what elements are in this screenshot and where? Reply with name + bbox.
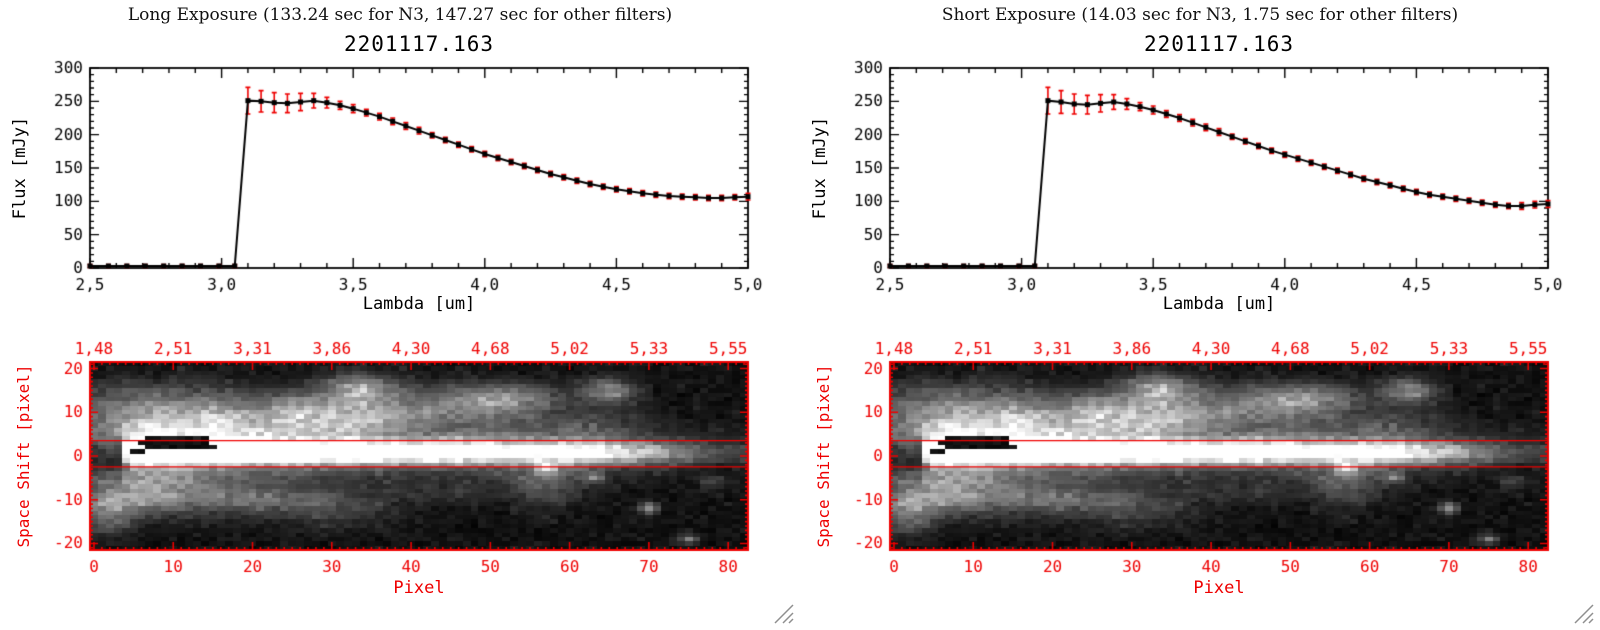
pixel-axis-title: Pixel [1193, 578, 1245, 598]
pixel-axis-title: Pixel [393, 578, 445, 598]
panel-short-exposure: Short Exposure (14.03 sec for N3, 1.75 s… [800, 0, 1600, 630]
flux-axis-title: Flux [mJy] [810, 116, 830, 220]
long-exposure-plot-canvas [0, 0, 800, 630]
lambda-axis-title: Lambda [um] [362, 294, 476, 314]
space-shift-axis-title: Space Shift [pixel] [14, 364, 33, 548]
lambda-axis-title: Lambda [um] [1162, 294, 1276, 314]
panel-long-exposure: Long Exposure (133.24 sec for N3, 147.27… [0, 0, 800, 630]
flux-axis-title: Flux [mJy] [10, 116, 30, 220]
observation-id-title: 2201117.163 [343, 32, 495, 56]
observation-id-title: 2201117.163 [1143, 32, 1295, 56]
exposure-title: Short Exposure (14.03 sec for N3, 1.75 s… [941, 5, 1459, 25]
space-shift-axis-title: Space Shift [pixel] [814, 364, 833, 548]
resize-grip-icon[interactable] [772, 602, 794, 624]
short-exposure-plot-canvas [800, 0, 1600, 630]
exposure-title: Long Exposure (133.24 sec for N3, 147.27… [127, 5, 673, 25]
resize-grip-icon[interactable] [1572, 602, 1594, 624]
